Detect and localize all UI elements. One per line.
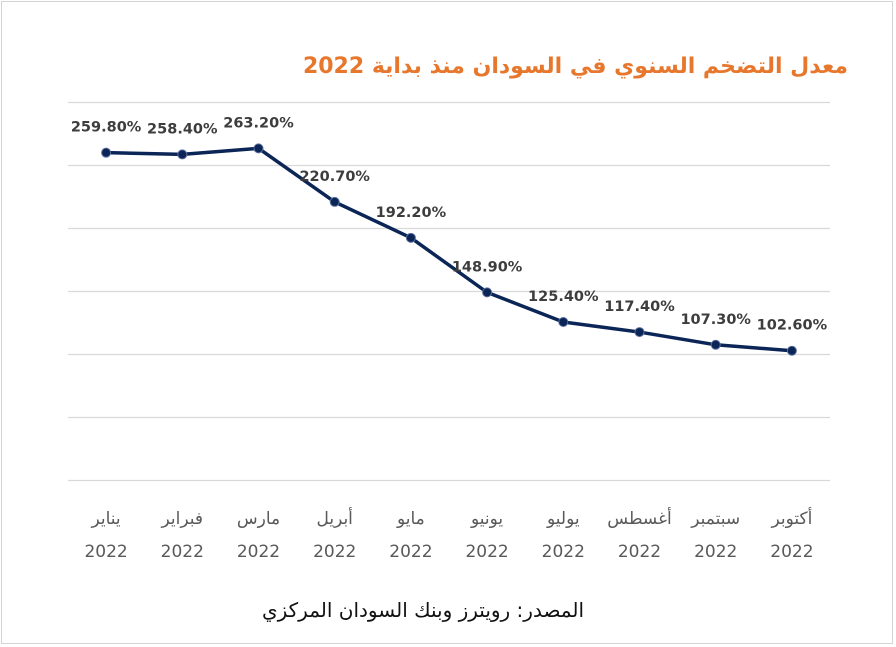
x-tick-label-year: 2022: [770, 542, 813, 562]
data-label: 259.80%: [71, 120, 142, 136]
data-label: 192.20%: [376, 205, 447, 221]
source-note: المصدر: رويترز وبنك السودان المركزي: [261, 598, 585, 622]
data-point: [482, 287, 493, 298]
x-tick-label-month: يونيو: [470, 509, 503, 529]
x-tick-label-year: 2022: [542, 542, 585, 562]
x-axis-tick-labels: يناير 2022 فبراير 2022 مارس 2022 أبريل 2022 مايو…: [84, 507, 813, 562]
data-label: 102.60%: [757, 318, 828, 334]
x-tick-label-month: أبريل: [316, 507, 352, 529]
data-label: 117.40%: [604, 299, 675, 315]
data-labels: 259.80% 258.40% 263.20% 220.70% 192.20% 148.9…: [71, 115, 828, 333]
data-label: 148.90%: [452, 259, 523, 275]
data-label: 125.40%: [528, 289, 599, 305]
x-tick-label-year: 2022: [313, 542, 356, 562]
data-label: 220.70%: [299, 169, 370, 185]
gridlines: [68, 101, 830, 482]
x-tick-label-month: يناير: [91, 509, 121, 529]
series-lines: [104, 146, 794, 353]
data-point: [634, 327, 645, 338]
x-tick-label-year: 2022: [618, 542, 661, 562]
data-label: 258.40%: [147, 121, 218, 137]
x-tick-label-year: 2022: [389, 542, 432, 562]
x-tick-label-month: يوليو: [546, 509, 580, 529]
data-point: [253, 143, 264, 154]
chart-title: معدل التضخم السنوي في السودان منذ بداية …: [302, 54, 848, 79]
x-tick-label-year: 2022: [694, 542, 737, 562]
x-tick-label-month: مارس: [237, 509, 280, 529]
data-point: [405, 232, 416, 243]
x-tick-label-month: سبتمبر: [690, 509, 740, 529]
data-label: 263.20%: [223, 115, 294, 131]
data-label: 107.30%: [680, 312, 751, 328]
data-point: [329, 196, 340, 207]
x-tick-label-year: 2022: [465, 542, 508, 562]
x-tick-label-month: أكتوبر: [770, 507, 812, 529]
x-tick-label-month: مايو: [396, 509, 425, 529]
data-point: [177, 149, 188, 160]
data-point: [786, 345, 797, 356]
x-tick-label-month: فبراير: [161, 509, 203, 529]
x-tick-label-year: 2022: [161, 542, 204, 562]
x-tick-label-year: 2022: [84, 542, 127, 562]
series-line: [104, 146, 794, 353]
data-point: [558, 316, 569, 327]
data-point: [101, 147, 112, 158]
data-points: [101, 143, 797, 356]
x-tick-label-month: أغسطس: [607, 507, 671, 529]
data-point: [710, 339, 721, 350]
x-tick-label-year: 2022: [237, 542, 280, 562]
